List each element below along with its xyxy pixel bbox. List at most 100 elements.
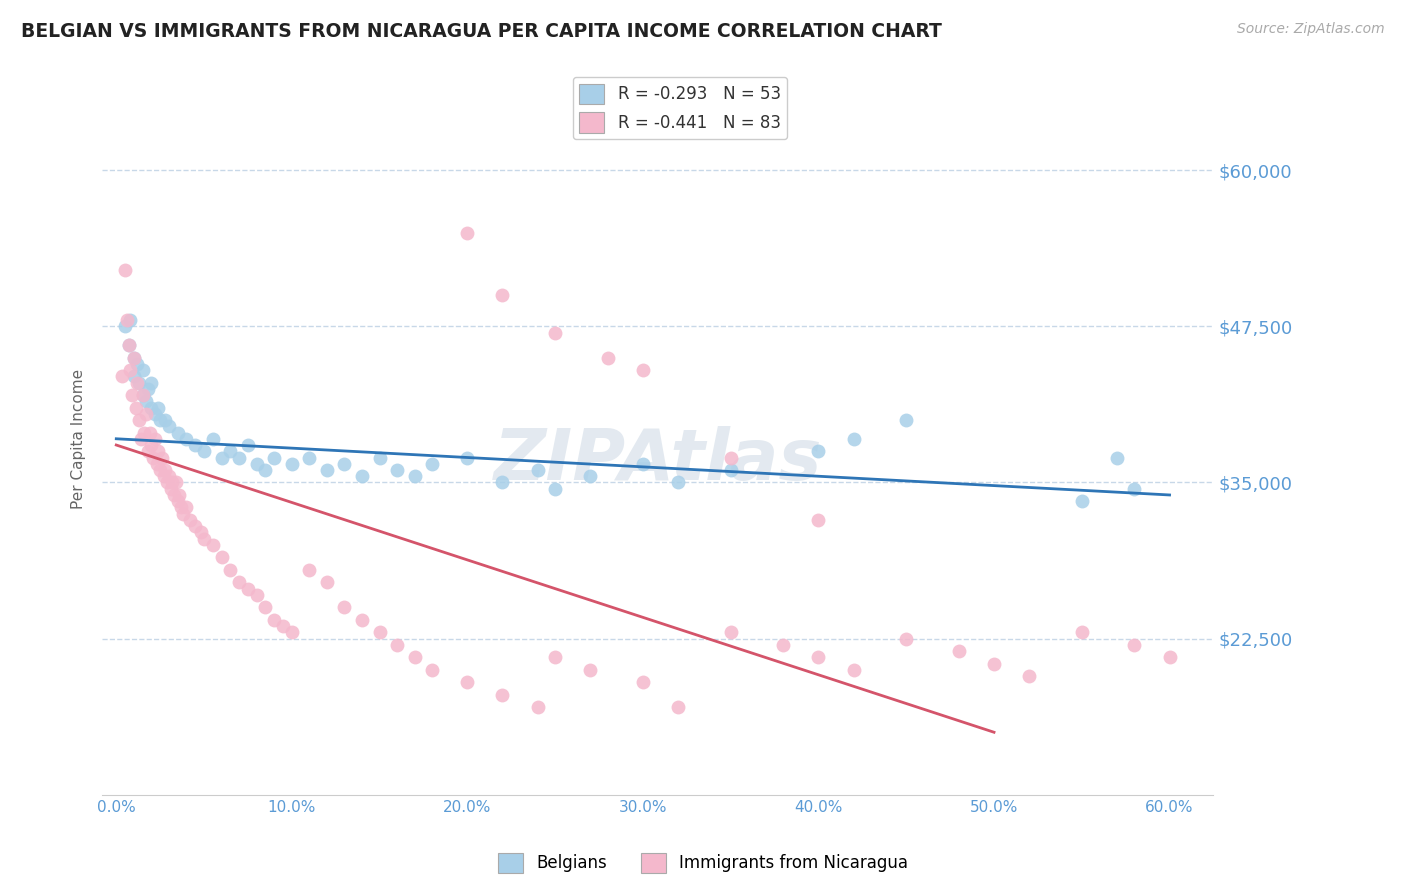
Point (170, 500, 193, 515)
Point (201, 538, 224, 552)
Point (193, 532, 215, 546)
Point (159, 482, 181, 496)
Point (254, 463, 277, 477)
Point (115, 313, 138, 327)
Point (1070, 625, 1092, 640)
Point (141, 376, 163, 390)
Point (148, 444, 170, 458)
Point (141, 401, 163, 415)
Point (131, 388, 153, 402)
Point (456, 226, 478, 240)
Point (166, 494, 188, 508)
Point (155, 463, 177, 477)
Point (491, 288, 513, 302)
Point (179, 513, 201, 527)
Point (896, 413, 918, 427)
Point (772, 638, 794, 652)
Point (228, 575, 250, 590)
Point (211, 550, 233, 565)
Point (456, 675, 478, 690)
Point (948, 644, 970, 658)
Point (143, 432, 166, 446)
Point (281, 457, 304, 471)
Point (120, 363, 142, 377)
Legend: Belgians, Immigrants from Nicaragua: Belgians, Immigrants from Nicaragua (492, 847, 914, 880)
Point (162, 475, 184, 490)
Point (631, 363, 654, 377)
Point (228, 450, 250, 465)
Point (333, 600, 356, 615)
Point (176, 432, 198, 446)
Point (842, 663, 865, 677)
Point (983, 657, 1005, 671)
Point (544, 326, 567, 340)
Point (141, 438, 163, 452)
Point (236, 438, 259, 452)
Point (1070, 494, 1092, 508)
Point (350, 613, 373, 627)
Point (149, 413, 172, 427)
Point (316, 575, 339, 590)
Point (150, 450, 173, 465)
Point (631, 457, 654, 471)
Point (333, 457, 356, 471)
Point (172, 507, 194, 521)
Point (190, 525, 212, 540)
Point (456, 450, 478, 465)
Point (155, 413, 177, 427)
Point (254, 600, 277, 615)
Point (385, 638, 408, 652)
Point (176, 500, 198, 515)
Point (720, 463, 742, 477)
Point (122, 369, 145, 384)
Point (219, 563, 242, 577)
Point (193, 444, 215, 458)
Text: BELGIAN VS IMMIGRANTS FROM NICARAGUA PER CAPITA INCOME CORRELATION CHART: BELGIAN VS IMMIGRANTS FROM NICARAGUA PER… (21, 22, 942, 41)
Point (579, 663, 602, 677)
Point (1018, 669, 1040, 683)
Point (350, 469, 373, 483)
Point (152, 469, 174, 483)
Point (1159, 650, 1181, 665)
Point (526, 463, 548, 477)
Point (128, 413, 150, 427)
Point (110, 369, 132, 384)
Text: ZIPAtlas: ZIPAtlas (494, 425, 823, 495)
Point (316, 463, 339, 477)
Point (117, 338, 139, 352)
Point (157, 469, 180, 483)
Point (491, 688, 513, 702)
Point (281, 625, 304, 640)
Point (136, 382, 159, 396)
Point (420, 663, 443, 677)
Text: Source: ZipAtlas.com: Source: ZipAtlas.com (1237, 22, 1385, 37)
Point (122, 351, 145, 365)
Point (122, 351, 145, 365)
Point (211, 450, 233, 465)
Point (114, 263, 136, 277)
Point (169, 488, 191, 502)
Point (143, 407, 166, 421)
Point (1123, 482, 1146, 496)
Point (134, 425, 156, 440)
Point (666, 475, 689, 490)
Point (127, 357, 149, 371)
Point (131, 388, 153, 402)
Point (128, 376, 150, 390)
Point (807, 650, 830, 665)
Point (148, 401, 170, 415)
Point (596, 351, 619, 365)
Point (117, 338, 139, 352)
Point (298, 563, 321, 577)
Point (157, 419, 180, 434)
Point (184, 438, 207, 452)
Point (526, 700, 548, 714)
Point (807, 444, 830, 458)
Point (121, 388, 143, 402)
Point (165, 475, 187, 490)
Point (142, 450, 165, 465)
Point (1123, 638, 1146, 652)
Point (145, 457, 167, 471)
Point (131, 363, 153, 377)
Point (404, 650, 426, 665)
